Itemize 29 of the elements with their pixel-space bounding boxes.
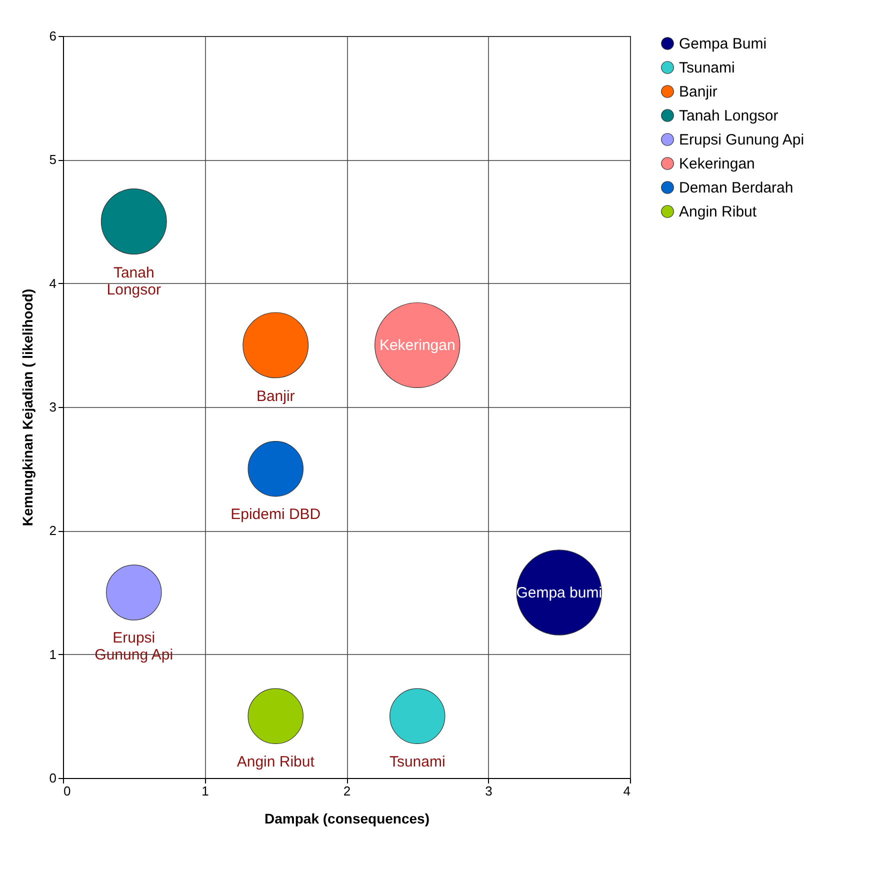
y-tick-label: 5 — [49, 152, 56, 168]
legend-label: Deman Berdarah — [679, 180, 794, 196]
annotation: Gempa bumi — [516, 584, 602, 602]
y-tick-label: 1 — [49, 646, 56, 662]
y-tick-label: 4 — [49, 276, 56, 291]
legend-label: Kekeringan — [679, 156, 755, 172]
x-axis-title: Dampak (consequences) — [264, 810, 430, 826]
annotation: Tsunami — [389, 753, 446, 770]
y-tick-label: 2 — [49, 523, 56, 538]
y-tick-label: 6 — [49, 28, 56, 44]
x-tick-label: 0 — [64, 784, 71, 798]
annotation: Kekeringan — [379, 337, 456, 354]
legend-label: Banjir — [679, 84, 718, 100]
legend-label: Tsunami — [679, 60, 735, 76]
annotation: Epidemi DBD — [230, 506, 321, 523]
y-tick-label: 0 — [49, 770, 56, 786]
x-tick-label: 4 — [623, 784, 630, 798]
legend-label: Gempa Bumi — [679, 36, 767, 52]
legend-label: Angin Ribut — [679, 204, 758, 220]
x-tick-label: 2 — [343, 784, 351, 798]
legend-label: Erupsi Gunung Api — [679, 132, 804, 148]
y-tick-label: 3 — [49, 400, 56, 414]
x-tick-label: 1 — [202, 784, 209, 798]
annotation: Tanah Longsor — [106, 264, 161, 298]
x-tick-label: 3 — [485, 784, 492, 798]
y-axis-title: Kemungkinan Kejadian ( likelihood) — [19, 288, 36, 526]
annotation: Banjir — [256, 388, 295, 406]
annotation: Angin Ribut — [236, 753, 316, 770]
legend-label: Tanah Longsor — [679, 108, 778, 124]
